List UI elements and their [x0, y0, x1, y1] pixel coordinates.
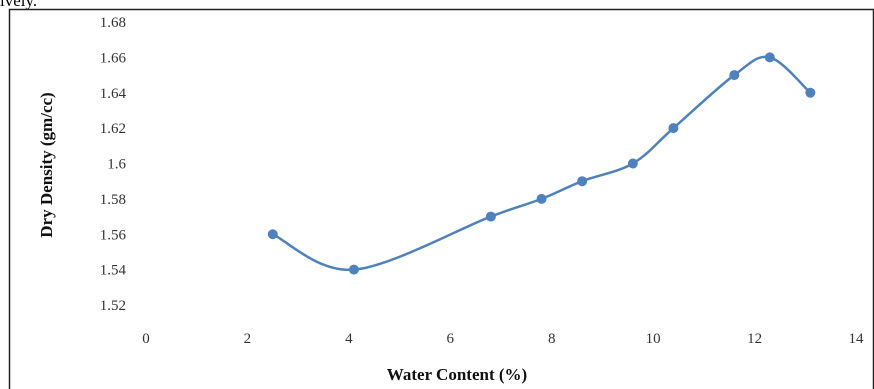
data-point [577, 176, 588, 187]
y-tick-label: 1.56 [100, 227, 127, 243]
y-tick-label: 1.64 [100, 86, 127, 102]
data-point [627, 158, 638, 169]
y-axis-ticks: 1.52 1.54 1.56 1.58 1.6 1.62 1.64 1.66 1.68 [100, 15, 127, 314]
page-text-fragment: ively. [0, 0, 38, 10]
data-point [536, 193, 547, 204]
x-tick-label: 6 [447, 331, 455, 347]
y-tick-label: 1.68 [100, 15, 126, 31]
data-point [267, 229, 278, 240]
x-tick-label: 0 [142, 331, 150, 347]
x-tick-label: 4 [345, 331, 353, 347]
data-point [485, 211, 496, 222]
y-tick-label: 1.58 [100, 192, 126, 208]
x-tick-label: 10 [646, 331, 661, 347]
x-axis-ticks: 0 2 4 6 8 10 12 14 [142, 331, 864, 347]
data-points [267, 52, 816, 275]
y-tick-label: 1.6 [107, 157, 126, 173]
x-axis-label: Water Content (%) [387, 365, 527, 384]
y-tick-label: 1.52 [100, 298, 126, 314]
y-axis-label: Dry Density (gm/cc) [37, 92, 56, 237]
y-tick-label: 1.66 [100, 50, 127, 66]
y-tick-label: 1.62 [100, 121, 126, 137]
chart-border [8, 8, 874, 389]
data-point [805, 87, 816, 98]
x-tick-label: 2 [244, 331, 252, 347]
x-tick-label: 8 [548, 331, 556, 347]
data-point [764, 52, 775, 63]
data-point [668, 123, 679, 134]
data-point [348, 264, 359, 275]
series-line [272, 55, 812, 271]
y-tick-label: 1.54 [100, 263, 127, 279]
x-tick-label: 12 [747, 331, 762, 347]
data-point [729, 70, 740, 81]
x-tick-label: 14 [849, 331, 865, 347]
